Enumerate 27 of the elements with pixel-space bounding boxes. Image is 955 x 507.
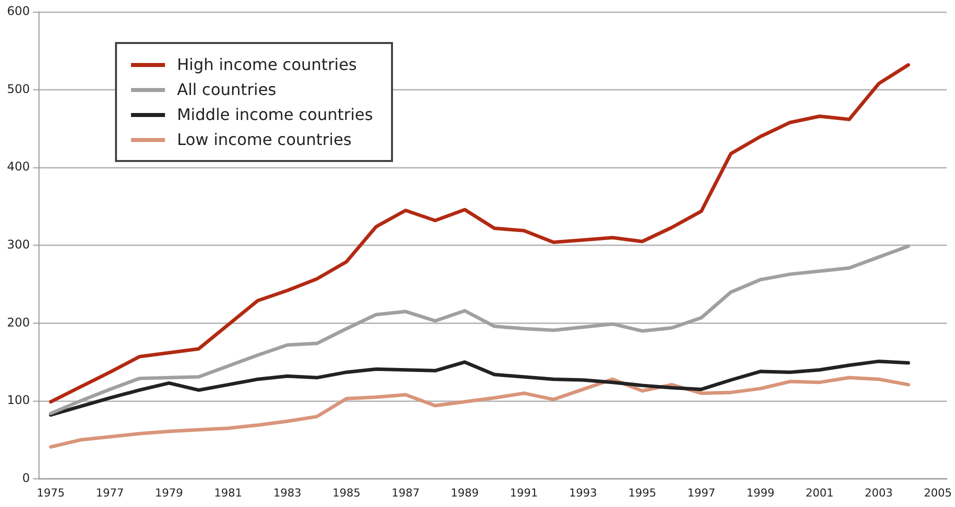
x-tick-label: 1977 — [96, 486, 124, 500]
x-tick-label: 1995 — [628, 486, 656, 500]
x-tick-label: 1999 — [746, 486, 774, 500]
x-tick-label: 1975 — [36, 486, 65, 500]
x-tick-label: 1981 — [214, 486, 242, 500]
x-tick-label: 1985 — [332, 486, 360, 500]
y-tick-label: 400 — [7, 160, 30, 174]
x-tick-label: 1993 — [569, 486, 598, 500]
y-tick-label: 500 — [7, 82, 30, 96]
x-tick-label: 1979 — [155, 486, 184, 500]
legend-label: High income countries — [177, 55, 357, 74]
x-tick-label: 1989 — [450, 486, 479, 500]
y-tick-label: 200 — [7, 315, 30, 330]
x-tick-label: 1991 — [510, 486, 538, 500]
legend-label: Low income countries — [177, 130, 352, 149]
x-tick-label: 1983 — [273, 486, 302, 500]
legend-label: All countries — [177, 80, 276, 99]
legend-label: Middle income countries — [177, 105, 373, 124]
y-tick-label: 600 — [7, 4, 30, 18]
x-tick-label: 2005 — [924, 486, 952, 500]
x-tick-label: 1987 — [392, 486, 420, 500]
y-tick-label: 300 — [7, 238, 30, 252]
x-tick-label: 2001 — [806, 486, 834, 500]
y-tick-label: 0 — [22, 470, 30, 485]
y-tick-label: 100 — [7, 393, 30, 408]
x-tick-label: 1997 — [687, 486, 716, 500]
x-tick-label: 2003 — [864, 486, 893, 500]
